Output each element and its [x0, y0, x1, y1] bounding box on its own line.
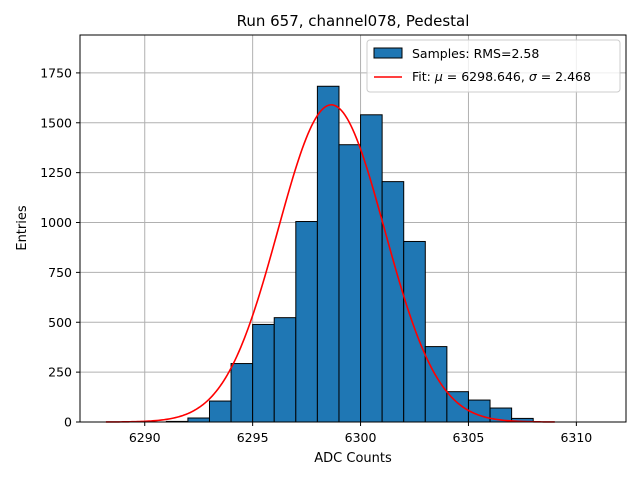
y-tick-label: 0 [64, 415, 72, 430]
fit-curve-line [105, 104, 555, 423]
x-tick-label: 6290 [129, 430, 161, 445]
x-tick-label: 6310 [560, 430, 592, 445]
histogram-bar [187, 417, 210, 423]
legend-box [366, 39, 621, 93]
histogram-bar [208, 400, 232, 423]
legend-histogram-swatch [373, 47, 403, 59]
histogram-bar [230, 363, 254, 423]
histogram-bar [467, 399, 491, 423]
histogram-bar [338, 144, 362, 423]
histogram-bar [252, 323, 275, 423]
y-tick-label: 250 [48, 365, 72, 380]
y-axis-label: Entries [15, 205, 30, 251]
legend-fit-label: Fit: μ = 6298.646, σ = 2.468 [412, 69, 591, 84]
histogram-bar [316, 85, 340, 423]
legend-histogram-label: Samples: RMS=2.58 [412, 46, 539, 61]
x-tick-label: 6300 [345, 430, 377, 445]
x-axis-label: ADC Counts [314, 451, 392, 466]
legend: Samples: RMS=2.58 Fit: μ = 6298.646, σ =… [366, 39, 621, 93]
histogram-bar [424, 346, 448, 423]
y-tick-label: 1250 [40, 165, 72, 180]
y-tick-label: 1750 [40, 65, 72, 80]
plot-frame [79, 34, 627, 423]
y-tick-label: 1000 [40, 215, 72, 230]
x-axis-ticks: 6290 6295 6300 6305 6310 [129, 422, 592, 445]
x-tick-label: 6305 [453, 430, 485, 445]
histogram-bar [403, 240, 426, 423]
histogram-bar [381, 181, 405, 423]
chart-title: Run 657, channel078, Pedestal [237, 12, 470, 30]
histogram-bar [273, 317, 297, 423]
y-tick-label: 750 [48, 265, 72, 280]
y-tick-label: 1500 [40, 115, 72, 130]
histogram-bar [295, 221, 318, 423]
x-tick-label: 6295 [237, 430, 269, 445]
y-axis-ticks: 0 250 500 750 1000 1250 1500 1750 [40, 65, 80, 430]
y-tick-label: 500 [48, 315, 72, 330]
